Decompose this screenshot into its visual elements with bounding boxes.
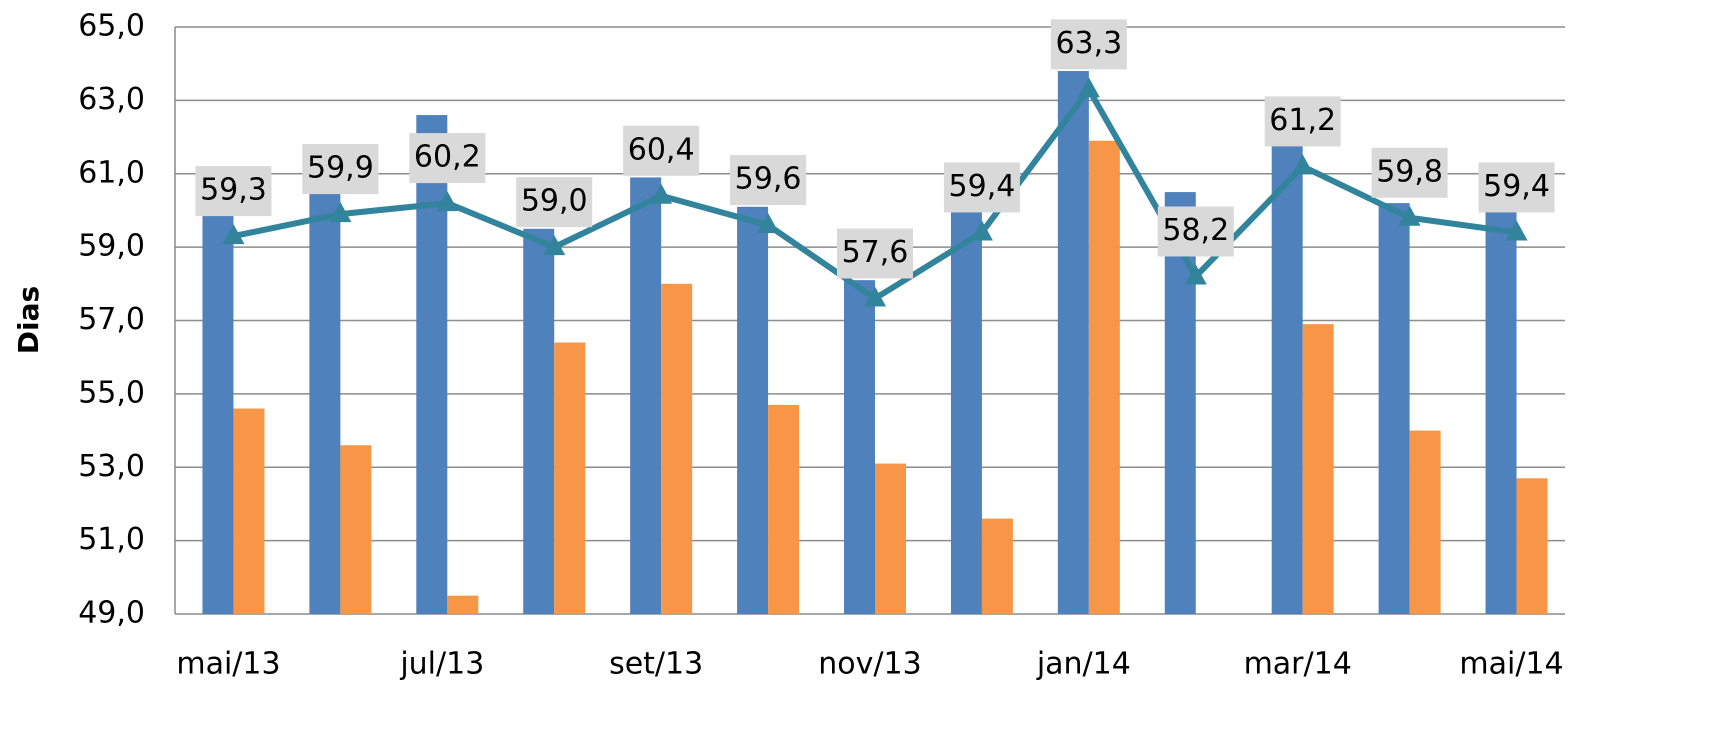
data-label: 60,2	[414, 140, 481, 175]
marker	[757, 213, 780, 234]
x-tick-label: jul/13	[399, 647, 484, 682]
marker	[543, 235, 566, 256]
data-label-box	[1264, 96, 1341, 147]
bar	[1088, 140, 1120, 614]
data-label: 59,8	[1376, 154, 1443, 189]
data-label-box	[730, 155, 807, 206]
bar	[1516, 478, 1548, 614]
data-label-box	[1050, 19, 1127, 70]
x-tick-label: mai/14	[1459, 647, 1563, 682]
data-label-box	[837, 228, 913, 279]
data-label: 63,3	[1055, 26, 1122, 61]
x-tick-label: nov/13	[818, 647, 921, 682]
data-label-box	[409, 133, 486, 184]
bar	[630, 177, 662, 614]
marker	[650, 183, 673, 204]
y-tick-label: 55,0	[78, 375, 145, 410]
bar	[523, 228, 555, 614]
bar	[768, 404, 800, 614]
marker	[436, 191, 459, 212]
data-label-box	[195, 166, 272, 217]
y-tick-label: 57,0	[78, 302, 145, 337]
data-label: 59,4	[949, 169, 1016, 204]
marker	[1291, 154, 1314, 175]
bar	[233, 408, 265, 614]
bar	[661, 283, 693, 614]
data-label: 58,2	[1162, 213, 1229, 248]
bar	[1409, 430, 1441, 614]
data-label: 61,2	[1269, 103, 1336, 138]
y-tick-label: 49,0	[78, 596, 145, 631]
bar	[202, 214, 234, 614]
data-label: 59,6	[735, 162, 802, 197]
data-label: 57,6	[842, 235, 909, 270]
marker	[1184, 264, 1207, 285]
marker	[329, 202, 352, 223]
bar	[1271, 144, 1303, 614]
bar	[875, 463, 906, 614]
data-label-box	[1371, 147, 1448, 198]
bar	[1485, 210, 1517, 614]
y-tick-label: 51,0	[78, 522, 145, 557]
bar	[554, 342, 586, 614]
bar	[981, 518, 1013, 614]
marker	[970, 220, 993, 241]
bar	[340, 445, 372, 614]
data-label-box	[1157, 206, 1234, 257]
x-tick-label: mai/13	[176, 647, 280, 682]
y-tick-label: 65,0	[78, 9, 145, 44]
y-tick-label: 53,0	[78, 449, 145, 484]
bar	[950, 210, 982, 614]
data-label: 59,0	[521, 184, 588, 219]
marker	[1505, 220, 1528, 241]
bar	[309, 192, 341, 614]
bar	[1302, 324, 1334, 614]
x-tick-label: set/13	[609, 647, 703, 682]
bar	[1057, 71, 1089, 614]
y-tick-label: 63,0	[78, 82, 145, 117]
data-label-box	[623, 125, 700, 176]
bar	[1378, 203, 1410, 614]
data-label-box	[516, 177, 593, 228]
data-label: 59,9	[307, 151, 374, 186]
marker	[1077, 77, 1100, 98]
marker	[1398, 205, 1421, 226]
y-axis-title: Dias	[12, 286, 45, 354]
data-label: 60,4	[628, 132, 695, 167]
data-label: 59,3	[200, 173, 267, 208]
bar	[416, 115, 448, 615]
bar	[737, 206, 769, 615]
y-tick-label: 59,0	[78, 229, 145, 264]
bar	[844, 280, 875, 614]
data-label-box	[302, 144, 379, 195]
bar	[447, 595, 479, 614]
data-label-box	[1478, 162, 1555, 213]
marker	[222, 224, 245, 245]
marker	[864, 286, 886, 307]
y-tick-label: 61,0	[78, 155, 145, 190]
x-tick-label: jan/14	[1036, 647, 1131, 682]
data-label: 59,4	[1483, 169, 1550, 204]
data-label-box	[943, 162, 1020, 213]
x-tick-label: mar/14	[1244, 647, 1352, 682]
